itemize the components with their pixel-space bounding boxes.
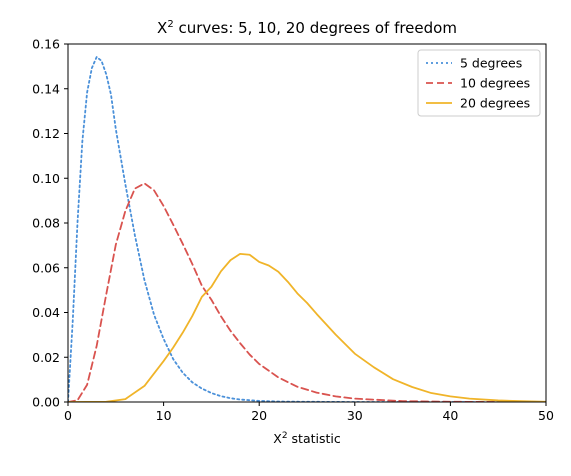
- x-tick-label: 0: [64, 408, 72, 423]
- x-tick-label: 20: [251, 408, 267, 423]
- y-tick-label: 0.14: [32, 81, 60, 96]
- x-tick-label: 50: [538, 408, 554, 423]
- y-tick-label: 0.02: [32, 350, 60, 365]
- x-tick-label: 10: [156, 408, 172, 423]
- chart-title: X2 curves: 5, 10, 20 degrees of freedom: [157, 19, 457, 37]
- legend-box: [417, 49, 541, 117]
- y-tick-label: 0.08: [32, 216, 60, 231]
- y-tick-label: 0.10: [32, 171, 60, 186]
- x-tick-label: 30: [347, 408, 363, 423]
- y-tick-label: 0.12: [32, 126, 60, 141]
- legend-label: 5 degrees: [460, 56, 522, 71]
- y-tick-label: 0.00: [32, 395, 60, 410]
- y-tick-label: 0.06: [32, 260, 60, 275]
- legend: 5 degrees 10 degrees 20 degrees: [417, 49, 541, 117]
- x-axis-label: X2 statistic: [273, 431, 341, 446]
- legend-label: 10 degrees: [460, 76, 530, 91]
- series-line-10-degrees: [68, 182, 546, 402]
- legend-label: 20 degrees: [460, 96, 530, 111]
- x-tick-label: 40: [442, 408, 458, 423]
- series-line-20-degrees: [68, 252, 546, 402]
- y-tick-label: 0.16: [32, 37, 60, 52]
- y-axis: 0.00 0.02 0.04 0.06 0.08 0.10 0.12 0.14 0.16: [32, 37, 68, 410]
- x-axis: 0 10 20 30 40 50: [64, 402, 554, 423]
- y-tick-label: 0.04: [32, 305, 60, 320]
